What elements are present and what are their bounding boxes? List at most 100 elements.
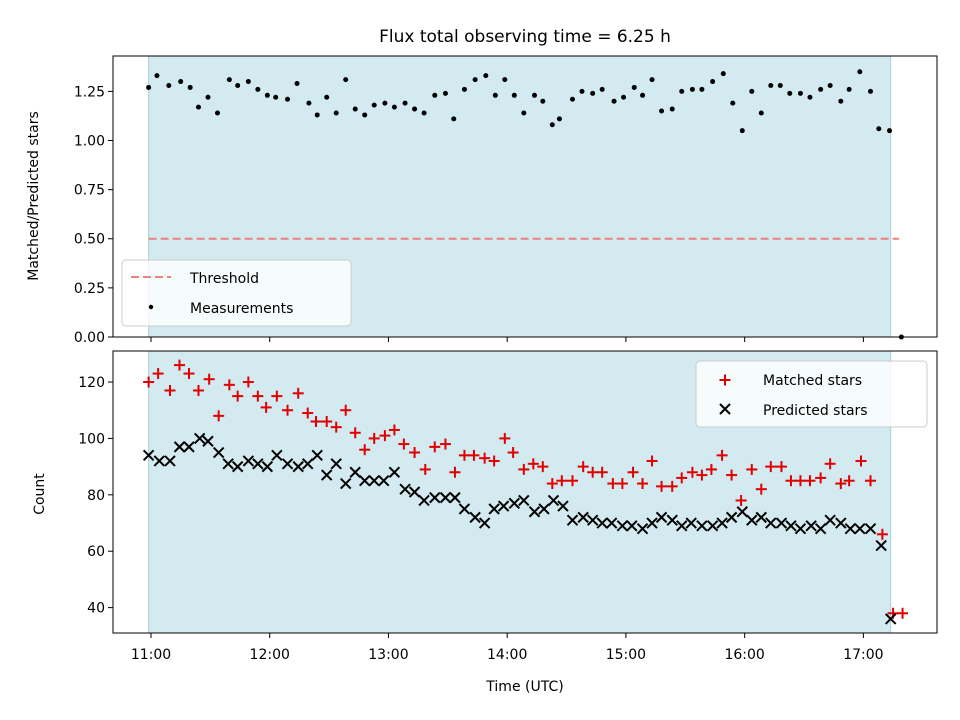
- x-tick-label: 16:00: [724, 647, 764, 663]
- predicted-stars-point: [231, 460, 244, 473]
- predicted-stars-point: [408, 486, 421, 498]
- matched-stars-point: [143, 376, 155, 388]
- predicted-stars-point: [340, 477, 352, 490]
- predicted-stars-point: [835, 517, 847, 529]
- predicted-stars-point: [478, 517, 491, 529]
- matched-stars-point: [507, 447, 519, 459]
- measurement-point: [432, 92, 438, 98]
- matched-stars-point: [398, 438, 410, 450]
- predicted-stars-point: [193, 432, 206, 445]
- predicted-stars-point: [261, 460, 274, 473]
- y-tick-label: 120: [78, 375, 105, 391]
- bottom-legend-box: [695, 360, 928, 428]
- measurement-point: [659, 108, 665, 114]
- predicted-stars-point: [388, 466, 401, 478]
- measurement-point: [807, 94, 813, 100]
- matched-stars-point: [637, 478, 649, 490]
- measurement-point: [461, 86, 467, 92]
- bottom-x-ticks: 11:00 12:00 13:00 14:00 15:00 16:00 17:00: [131, 633, 884, 663]
- matched-stars-point: [302, 407, 314, 419]
- measurement-point: [730, 100, 736, 106]
- measurement-point: [818, 86, 824, 92]
- measurement-point: [521, 110, 527, 116]
- predicted-stars-point: [755, 511, 767, 524]
- bottom-panel: 40 60 80 100 120 11:00 12:00 13:00 14:00 15:00 16…: [32, 350, 938, 695]
- predicted-stars-point: [222, 458, 234, 470]
- matched-stars-point: [321, 416, 333, 427]
- measurement-point: [178, 79, 184, 85]
- predicted-stars-point: [378, 475, 390, 487]
- matched-stars-point: [310, 416, 322, 427]
- measurement-point: [214, 110, 220, 116]
- measurement-point: [333, 110, 339, 116]
- measurement-point: [768, 82, 774, 88]
- measurement-point: [273, 94, 279, 100]
- measurement-point: [502, 77, 508, 83]
- measurement-point: [352, 106, 358, 112]
- bottom-legend: Matched stars Predicted stars: [695, 360, 928, 428]
- predicted-stars-point: [271, 449, 283, 462]
- predicted-stars-point: [626, 520, 638, 532]
- matched-stars-point: [488, 455, 500, 467]
- matched-stars-point: [804, 475, 816, 487]
- predicted-stars-point: [418, 494, 430, 507]
- y-tick-label: 0.75: [74, 183, 105, 199]
- measurement-point: [371, 102, 377, 108]
- x-tick-label: 11:00: [131, 647, 171, 663]
- predicted-stars-point: [577, 511, 589, 524]
- measurements-legend-label: Measurements: [190, 301, 293, 317]
- matched-stars-point: [607, 478, 619, 490]
- matched-stars-point: [292, 387, 304, 399]
- measurement-point: [391, 104, 397, 110]
- predicted-stars-point: [586, 514, 599, 526]
- predicted-stars-point: [765, 517, 777, 529]
- y-tick-label: 100: [78, 431, 105, 447]
- top-panel: 0.00 0.25 0.50 0.75 1.00 1.25 Flux total obse…: [26, 27, 938, 346]
- matched-stars-point: [794, 475, 806, 487]
- predicted-stars-point: [557, 500, 569, 512]
- matched-stars-point: [152, 368, 164, 380]
- matched-stars-point: [775, 461, 787, 473]
- measurement-point: [540, 98, 546, 104]
- predicted-stars-point: [636, 522, 649, 535]
- measurement-point: [442, 90, 448, 96]
- predicted-stars-point: [616, 520, 629, 532]
- matched-stars-point: [242, 376, 254, 388]
- predicted-stars-point: [824, 514, 836, 526]
- measurement-point: [285, 96, 291, 102]
- predicted-stars-point: [805, 520, 817, 532]
- matched-stars-point: [439, 438, 451, 450]
- matched-stars-point: [499, 432, 511, 444]
- matched-stars-point: [518, 463, 530, 475]
- predicted-stars-point: [311, 449, 323, 462]
- predicted-stars-point: [716, 517, 728, 529]
- predicted-stars-point: [854, 522, 866, 535]
- measurement-point: [306, 100, 312, 106]
- measurement-point: [846, 86, 852, 92]
- measurement-point: [611, 98, 617, 104]
- predicted-stars-point: [252, 458, 264, 470]
- matched-stars-legend-label: Matched stars: [763, 373, 862, 389]
- matched-stars-point: [164, 384, 176, 396]
- predicted-stars-point: [605, 517, 618, 529]
- measurement-point: [699, 86, 705, 92]
- matched-stars-point: [755, 483, 767, 495]
- predicted-stars-point: [746, 514, 758, 526]
- measurement-point: [382, 100, 388, 106]
- top-axes-frame: [112, 55, 938, 338]
- predicted-stars-point: [596, 517, 608, 529]
- predicted-stars-legend-label: Predicted stars: [763, 403, 868, 419]
- measurement-point: [640, 92, 646, 98]
- predicted-stars-point: [725, 511, 738, 524]
- measurement-point: [689, 86, 695, 92]
- matched-stars-point: [616, 478, 628, 490]
- matched-stars-point: [596, 466, 608, 478]
- matched-stars-point: [368, 432, 380, 444]
- matched-stars-point: [183, 368, 195, 380]
- measurement-point: [195, 104, 201, 110]
- measurement-point: [758, 110, 764, 116]
- predicted-stars-point: [429, 491, 441, 504]
- matched-stars-point: [627, 466, 639, 478]
- measurement-point: [649, 77, 655, 83]
- matched-stars-point: [282, 404, 294, 416]
